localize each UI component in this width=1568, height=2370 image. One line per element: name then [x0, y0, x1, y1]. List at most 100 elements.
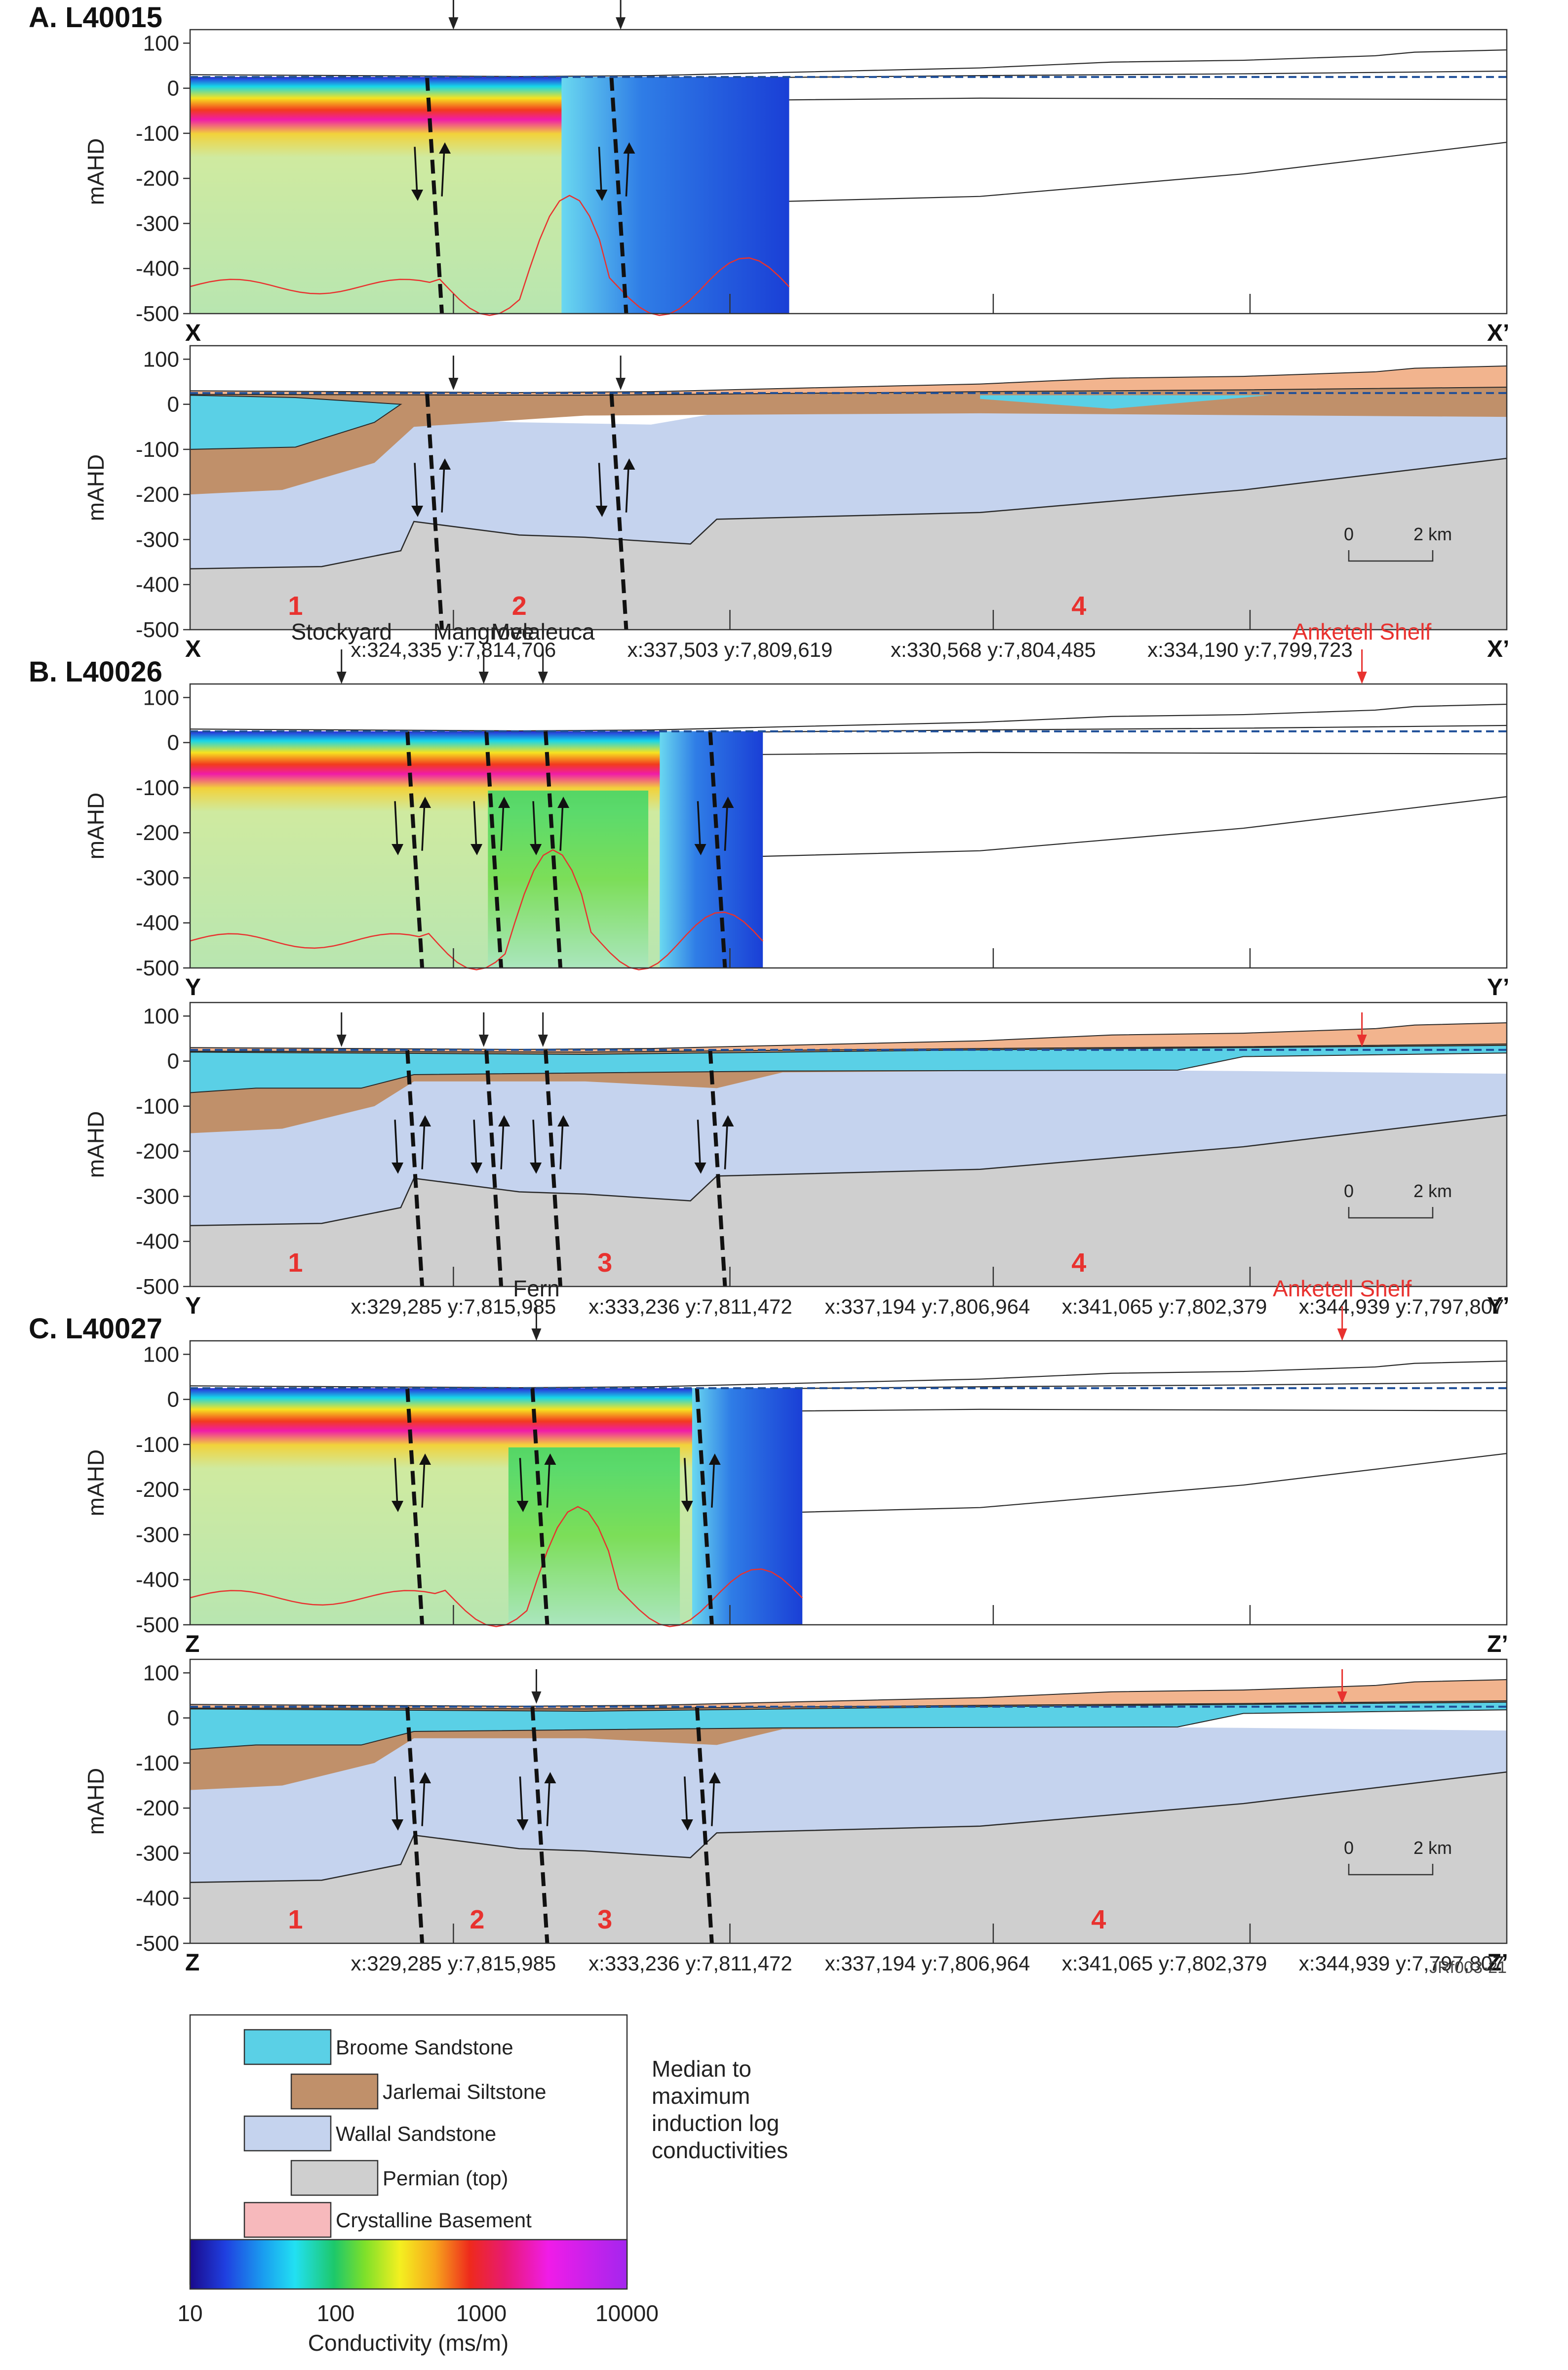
site-arrow-head — [531, 1691, 542, 1704]
y-tick-label: -200 — [136, 1796, 179, 1820]
site-arrow-head — [616, 378, 626, 390]
figure-code: JRf003-21 — [1429, 1958, 1507, 1977]
scale-zero: 0 — [1344, 524, 1354, 544]
horizon-line — [190, 49, 1507, 78]
up-arrow — [441, 147, 445, 197]
y-tick-label: -100 — [136, 1433, 179, 1457]
y-axis-label: mAHD — [83, 793, 109, 859]
coordinate-label: x:341,065 y:7,802,379 — [1062, 1295, 1267, 1318]
y-tick-label: -300 — [136, 1184, 179, 1208]
y-tick-label: 100 — [143, 31, 179, 55]
y-tick-label: -200 — [136, 166, 179, 191]
panel-title: B. L40026 — [29, 656, 162, 688]
y-axis-label: mAHD — [83, 454, 109, 521]
arrow-head — [392, 1163, 404, 1174]
topsoil-layer — [190, 1679, 1507, 1710]
arrow-head — [694, 1163, 706, 1174]
coordinate-label: x:329,285 y:7,815,985 — [351, 1952, 556, 1975]
site-arrow-head — [531, 1328, 542, 1341]
site-arrow-head — [538, 1035, 548, 1047]
legend-label-basement: Crystalline Basement — [336, 2209, 532, 2232]
up-arrow — [625, 147, 630, 197]
wallal-layer — [190, 412, 1507, 569]
zone-number: 1 — [288, 591, 303, 621]
y-tick-label: -200 — [136, 482, 179, 507]
induction-log-trace — [190, 195, 790, 316]
arrow-head — [623, 142, 635, 154]
legend-swatch-broome — [243, 2029, 332, 2065]
plot-frame — [189, 1340, 1508, 1626]
y-tick-label: -400 — [136, 1887, 179, 1911]
y-tick-label: -400 — [136, 1230, 179, 1254]
scale-distance: 2 km — [1413, 524, 1452, 544]
aem-conductive-zone — [508, 1447, 680, 1625]
site-label: Anketell Shelf — [1273, 1276, 1411, 1301]
arrow-head — [694, 844, 706, 855]
y-tick-label: -100 — [136, 121, 179, 146]
arrow-head — [392, 1501, 404, 1512]
site-arrow-head — [538, 672, 548, 684]
down-arrow — [414, 147, 418, 197]
site-arrow-head — [478, 1035, 489, 1047]
y-tick-label: -200 — [136, 821, 179, 845]
broome-lens — [980, 395, 1270, 409]
arrow-head — [595, 190, 608, 201]
section-end-label: Y’ — [1487, 974, 1509, 1001]
y-tick-label: 0 — [167, 77, 179, 101]
coordinate-label: x:337,194 y:7,806,964 — [825, 1295, 1030, 1318]
up-arrow — [500, 1120, 505, 1169]
legend-swatch-jarlemai — [290, 2073, 379, 2110]
site-arrow-head — [616, 17, 626, 30]
y-tick-label: 0 — [167, 731, 179, 755]
down-arrow — [532, 801, 537, 851]
arrow-head — [411, 506, 424, 517]
arrow-head — [439, 458, 451, 470]
y-tick-label: 100 — [143, 347, 179, 371]
colorbar-tick-label: 1000 — [456, 2300, 507, 2326]
colorbar-label: Conductivity (ms/m) — [308, 2330, 509, 2356]
fault-line — [708, 1049, 727, 1287]
zone-number: 4 — [1091, 1905, 1106, 1934]
y-axis-label: mAHD — [83, 1449, 109, 1516]
up-arrow — [500, 801, 505, 851]
fault-line — [425, 77, 444, 314]
section-end-label: X’ — [1487, 636, 1509, 662]
plot-frame — [189, 683, 1508, 969]
arrow-head — [623, 458, 635, 470]
section-panel-l40027: C. L400271000-100-200-300-400-500mAHD100… — [29, 1276, 1508, 1976]
y-tick-label: -200 — [136, 1139, 179, 1164]
zone-number: 4 — [1071, 1248, 1086, 1278]
horizon-line — [190, 703, 1507, 732]
site-arrow-head — [1357, 672, 1367, 684]
y-tick-label: -400 — [136, 911, 179, 935]
arrow-head — [392, 1819, 404, 1831]
zone-number: 1 — [288, 1248, 303, 1278]
colorbar-tick-label: 10 — [177, 2300, 202, 2326]
y-tick-label: -100 — [136, 438, 179, 462]
up-arrow — [559, 801, 564, 851]
permian-top-line — [190, 1114, 1507, 1227]
coordinate-label: x:344,939 y:7,797,807 — [1299, 1295, 1504, 1318]
y-tick-label: -100 — [136, 776, 179, 800]
aem-conductive-zone — [488, 790, 649, 968]
arrow-head — [419, 1453, 431, 1465]
fault-line — [695, 1706, 714, 1944]
down-arrow — [473, 1120, 477, 1169]
arrow-head — [544, 1772, 556, 1783]
plot-frame — [189, 29, 1508, 315]
up-arrow — [711, 1776, 715, 1826]
y-tick-label: -500 — [136, 1275, 179, 1299]
fault-line — [544, 1049, 563, 1287]
zone-number: 3 — [597, 1248, 612, 1278]
down-arrow — [473, 801, 477, 851]
fault-line — [405, 1049, 425, 1287]
legend-note-line: maximum — [652, 2083, 750, 2109]
down-arrow — [394, 1776, 398, 1826]
y-tick-label: -500 — [136, 302, 179, 326]
arrow-head — [498, 797, 510, 808]
down-arrow — [598, 147, 603, 197]
arrow-head — [411, 190, 424, 201]
wallal-layer — [190, 1726, 1507, 1883]
section-start-label: X — [185, 320, 201, 346]
